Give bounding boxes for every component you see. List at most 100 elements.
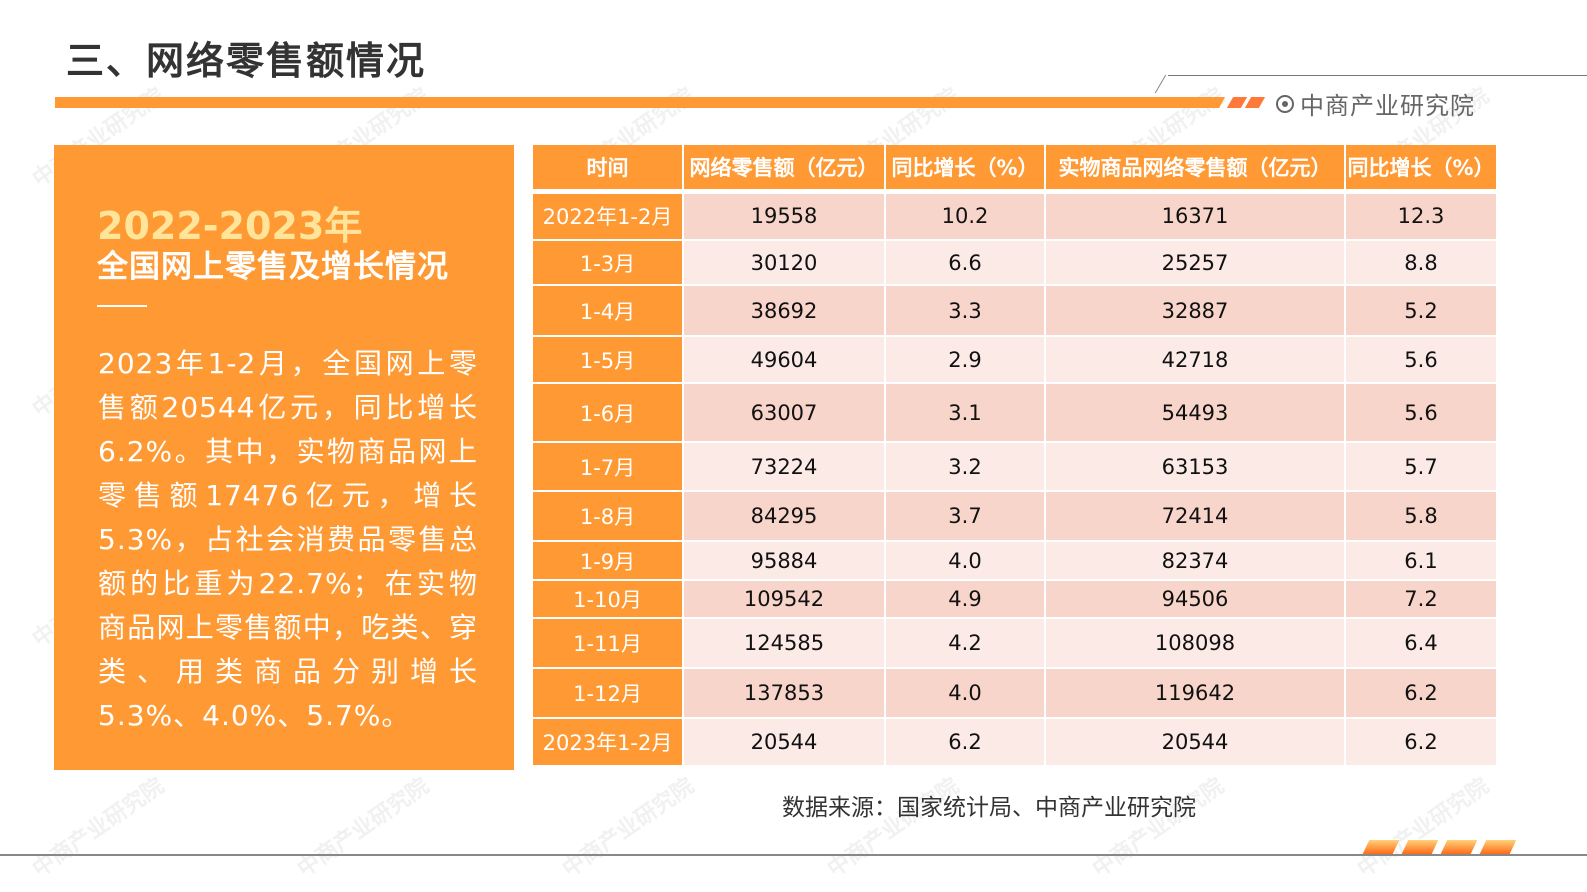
table-row: 2022年1-2月 19558 10.2 16371 12.3 <box>533 191 1496 241</box>
physical-growth-cell: 5.8 <box>1345 491 1496 542</box>
summary-divider <box>97 305 147 307</box>
physical-growth-cell: 7.2 <box>1345 580 1496 619</box>
online-growth-cell: 6.2 <box>885 718 1046 767</box>
table-row: 1-6月 63007 3.1 54493 5.6 <box>533 383 1496 443</box>
table-row: 1-4月 38692 3.3 32887 5.2 <box>533 285 1496 337</box>
summary-panel: 2022-2023年 全国网上零售及增长情况 2023年1-2月，全国网上零售额… <box>54 145 514 770</box>
time-cell: 1-11月 <box>533 618 684 669</box>
title-accent-slash <box>1226 97 1248 108</box>
physical-retail-cell: 25257 <box>1045 240 1346 286</box>
table-row: 1-3月 30120 6.6 25257 8.8 <box>533 240 1496 286</box>
online-retail-cell: 84295 <box>683 491 886 542</box>
top-divider-diagonal <box>1154 75 1167 93</box>
online-growth-cell: 3.7 <box>885 491 1046 542</box>
physical-growth-cell: 5.7 <box>1345 442 1496 492</box>
page-title: 三、网络零售额情况 <box>66 39 427 83</box>
retail-data-table: 时间 网络零售额（亿元） 同比增长（%） 实物商品网络零售额（亿元） 同比增长（… <box>533 145 1496 767</box>
physical-growth-cell: 6.4 <box>1345 618 1496 669</box>
physical-growth-cell: 5.2 <box>1345 285 1496 337</box>
physical-growth-cell: 6.1 <box>1345 541 1496 581</box>
physical-retail-cell: 72414 <box>1045 491 1346 542</box>
online-retail-cell: 124585 <box>683 618 886 669</box>
physical-retail-cell: 42718 <box>1045 336 1346 384</box>
table-row: 1-11月 124585 4.2 108098 6.4 <box>533 618 1496 669</box>
online-retail-cell: 137853 <box>683 668 886 719</box>
title-underline-bar <box>55 97 1225 108</box>
title-accent-slash <box>1244 97 1266 108</box>
header-physical-retail: 实物商品网络零售额（亿元） <box>1045 145 1346 194</box>
time-cell: 1-10月 <box>533 580 684 619</box>
top-divider-line <box>1168 75 1587 76</box>
online-retail-cell: 95884 <box>683 541 886 581</box>
physical-growth-cell: 6.2 <box>1345 718 1496 767</box>
time-cell: 1-5月 <box>533 336 684 384</box>
online-growth-cell: 4.0 <box>885 668 1046 719</box>
footer-accent-dash <box>1479 840 1517 854</box>
physical-growth-cell: 6.2 <box>1345 668 1496 719</box>
online-retail-cell: 73224 <box>683 442 886 492</box>
table-row: 1-7月 73224 3.2 63153 5.7 <box>533 442 1496 492</box>
online-retail-cell: 109542 <box>683 580 886 619</box>
physical-retail-cell: 108098 <box>1045 618 1346 669</box>
time-cell: 1-9月 <box>533 541 684 581</box>
header-time: 时间 <box>533 145 684 194</box>
footer-accent-dash <box>1440 840 1478 854</box>
physical-retail-cell: 63153 <box>1045 442 1346 492</box>
online-growth-cell: 6.6 <box>885 240 1046 286</box>
time-cell: 1-4月 <box>533 285 684 337</box>
physical-retail-cell: 94506 <box>1045 580 1346 619</box>
table-header-row: 时间 网络零售额（亿元） 同比增长（%） 实物商品网络零售额（亿元） 同比增长（… <box>533 145 1496 194</box>
physical-retail-cell: 32887 <box>1045 285 1346 337</box>
time-cell: 2023年1-2月 <box>533 718 684 767</box>
summary-year-range: 2022-2023年 <box>97 204 363 248</box>
online-retail-cell: 20544 <box>683 718 886 767</box>
header-online-retail: 网络零售额（亿元） <box>683 145 886 194</box>
brand-logo: 中商产业研究院 <box>1276 86 1475 121</box>
watermark-text: 中商产业研究院 <box>293 773 434 883</box>
physical-retail-cell: 119642 <box>1045 668 1346 719</box>
footer-divider-line <box>0 854 1587 856</box>
physical-retail-cell: 82374 <box>1045 541 1346 581</box>
physical-growth-cell: 5.6 <box>1345 336 1496 384</box>
physical-growth-cell: 5.6 <box>1345 383 1496 443</box>
header-online-growth: 同比增长（%） <box>885 145 1046 194</box>
table-row: 1-9月 95884 4.0 82374 6.1 <box>533 541 1496 581</box>
time-cell: 1-7月 <box>533 442 684 492</box>
watermark-text: 中商产业研究院 <box>1353 773 1494 883</box>
online-growth-cell: 3.3 <box>885 285 1046 337</box>
online-growth-cell: 2.9 <box>885 336 1046 384</box>
physical-retail-cell: 20544 <box>1045 718 1346 767</box>
online-growth-cell: 4.0 <box>885 541 1046 581</box>
time-cell: 1-8月 <box>533 491 684 542</box>
online-retail-cell: 30120 <box>683 240 886 286</box>
online-growth-cell: 4.9 <box>885 580 1046 619</box>
online-retail-cell: 49604 <box>683 336 886 384</box>
time-cell: 1-3月 <box>533 240 684 286</box>
table-row: 1-5月 49604 2.9 42718 5.6 <box>533 336 1496 384</box>
target-circle-icon <box>1276 94 1294 113</box>
online-growth-cell: 4.2 <box>885 618 1046 669</box>
data-source-note: 数据来源：国家统计局、中商产业研究院 <box>782 795 1196 821</box>
table-row: 2023年1-2月 20544 6.2 20544 6.2 <box>533 718 1496 767</box>
time-cell: 1-6月 <box>533 383 684 443</box>
watermark-text: 中商产业研究院 <box>1088 773 1229 883</box>
table-row: 1-8月 84295 3.7 72414 5.8 <box>533 491 1496 542</box>
footer-accent-dash <box>1362 840 1400 854</box>
online-retail-cell: 38692 <box>683 285 886 337</box>
header-physical-growth: 同比增长（%） <box>1345 145 1496 194</box>
watermark-text: 中商产业研究院 <box>28 773 169 883</box>
footer-accent-dash <box>1401 840 1439 854</box>
online-retail-cell: 63007 <box>683 383 886 443</box>
summary-body-text: 2023年1-2月，全国网上零售额20544亿元，同比增长6.2%。其中，实物商… <box>98 347 478 732</box>
time-cell: 2022年1-2月 <box>533 191 684 241</box>
watermark-text: 中商产业研究院 <box>558 773 699 883</box>
physical-retail-cell: 54493 <box>1045 383 1346 443</box>
table-row: 1-10月 109542 4.9 94506 7.2 <box>533 580 1496 619</box>
physical-retail-cell: 16371 <box>1045 191 1346 241</box>
physical-growth-cell: 12.3 <box>1345 191 1496 241</box>
physical-growth-cell: 8.8 <box>1345 240 1496 286</box>
online-growth-cell: 3.1 <box>885 383 1046 443</box>
summary-subtitle: 全国网上零售及增长情况 <box>97 249 449 285</box>
watermark-text: 中商产业研究院 <box>823 773 964 883</box>
online-retail-cell: 19558 <box>683 191 886 241</box>
